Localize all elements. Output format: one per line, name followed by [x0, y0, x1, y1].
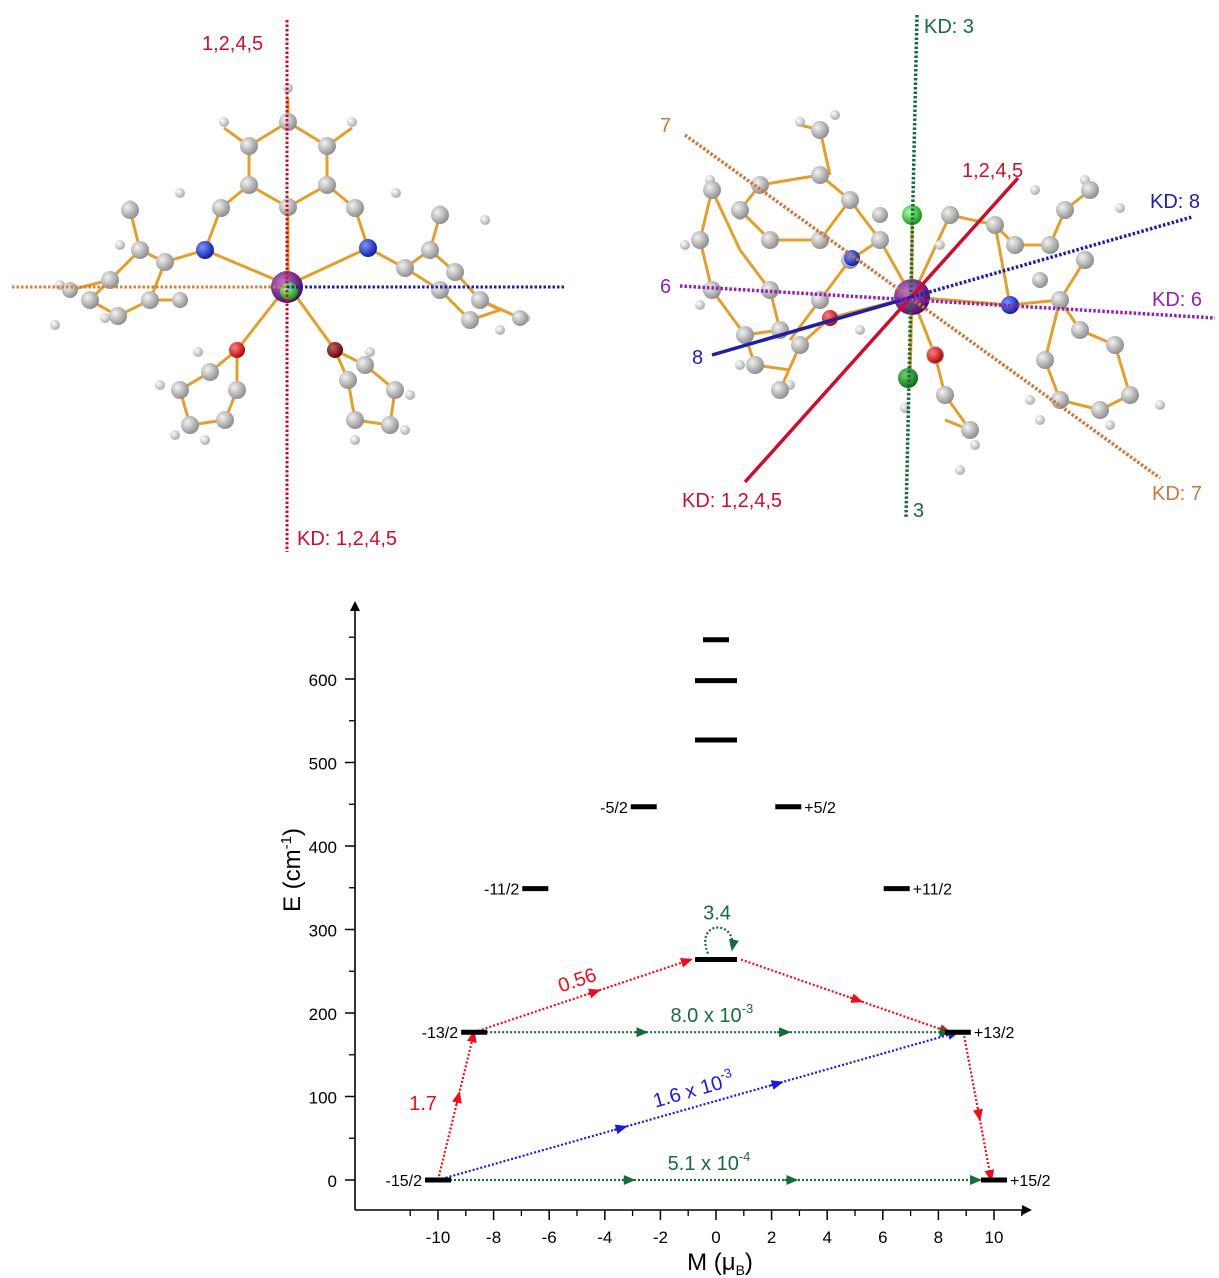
transition-loop-arrow	[704, 926, 739, 954]
transition-midarrow	[587, 988, 601, 999]
transition-label: 5.1 x 10-4	[668, 1149, 751, 1175]
left-oxygen-atom	[327, 342, 343, 358]
right-label-kd6-start: 6	[660, 276, 671, 298]
left-molecule-structure	[50, 83, 530, 445]
transition-arrow	[962, 1032, 995, 1182]
transition-labels: 1.70.568.0 x 10-31.6 x 10-35.1 x 10-43.4	[409, 903, 753, 1175]
x-tick-label: -2	[653, 1228, 668, 1247]
left-label-top: 1,2,4,5	[202, 33, 263, 55]
transition-midarrow	[769, 1080, 784, 1090]
transition-midarrow	[849, 993, 864, 1003]
x-tick-label: 0	[711, 1228, 720, 1247]
right-anisotropy-axes	[679, 14, 1216, 519]
transition-label-exponent: -4	[739, 1149, 751, 1164]
transition-label: 1.7	[409, 1093, 437, 1115]
energy-level-label: -11/2	[484, 882, 519, 899]
left-nitrogen-atom	[359, 239, 377, 257]
y-tick-label: 0	[328, 1172, 337, 1191]
right-label-kd7-start: 7	[660, 115, 671, 137]
x-ticks: -10 -8 -6 -4 -2 0 2 4 6 8 10	[409, 1210, 1023, 1247]
transition-midarrow	[452, 1090, 462, 1105]
right-axis-kd7	[683, 133, 1162, 480]
y-tick-label: 400	[309, 838, 337, 857]
x-tick-label: -8	[486, 1228, 501, 1247]
right-label-kd1245-top: 1,2,4,5	[962, 160, 1023, 182]
energy-level-label: -5/2	[600, 800, 628, 817]
left-carbon-atoms	[62, 113, 528, 434]
energy-level-label: +11/2	[913, 882, 952, 899]
left-oxygen-atom	[229, 342, 245, 358]
x-tick-label: 8	[934, 1228, 943, 1247]
transition-arrow	[436, 1030, 477, 1181]
y-label-close: )	[279, 828, 306, 836]
right-oxygen-atom	[927, 347, 943, 363]
transition-midarrow	[973, 1107, 983, 1122]
y-ticks: 0 100 200 300 400 500 600	[309, 636, 355, 1191]
transition-label: 1.6 x 10-3	[650, 1065, 737, 1113]
energy-level-label: +15/2	[1010, 1173, 1051, 1190]
right-chlorine-atom	[898, 368, 918, 388]
right-axis-kd1245-red	[743, 176, 1020, 484]
transition-label-exponent: -3	[718, 1065, 733, 1083]
right-axis-kd6	[679, 284, 1216, 320]
y-tick-label: 100	[309, 1089, 337, 1108]
energy-level-label: -13/2	[422, 1025, 459, 1042]
energy-level-chart: 0 100 200 300 400 500 600 -10 -8 -6 -4 -2 0 2 4 6 8 10 -…	[278, 601, 1051, 1278]
x-tick-label: -6	[542, 1228, 557, 1247]
y-tick-label: 300	[309, 922, 337, 941]
x-label-subscript: B	[736, 1262, 745, 1278]
transitions	[436, 926, 995, 1185]
right-nitrogen-atom	[844, 250, 860, 266]
x-tick-label: -10	[426, 1228, 451, 1247]
right-hydrogen-atoms	[680, 110, 1165, 475]
right-label-kd1245-bottom: KD: 1,2,4,5	[682, 490, 782, 512]
y-tick-label: 600	[309, 671, 337, 690]
left-nitrogen-atom	[196, 241, 214, 259]
y-tick-label: 500	[309, 755, 337, 774]
right-label-kd3-top: KD: 3	[924, 16, 974, 38]
right-label-kd7-end: KD: 7	[1152, 483, 1202, 505]
y-label-superscript: -1	[278, 836, 295, 849]
transition-midarrow	[613, 1124, 628, 1135]
transition-label-exponent: -3	[742, 1001, 754, 1016]
left-anisotropy-axes	[12, 20, 565, 552]
x-tick-label: 4	[822, 1228, 831, 1247]
x-tick-label: 10	[985, 1228, 1004, 1247]
right-axis-kd8-blue-dotted	[911, 215, 1193, 299]
left-bonds	[69, 98, 521, 427]
left-chlorine-atom	[280, 282, 298, 300]
right-axis-kd3	[904, 14, 919, 519]
transition-label: 3.4	[703, 903, 731, 925]
energy-level-label: +13/2	[974, 1025, 1015, 1042]
right-axis-kd8-blue	[711, 295, 913, 357]
right-label-kd3-bottom: 3	[913, 500, 924, 522]
y-tick-label: 200	[309, 1005, 337, 1024]
x-axis-label: M (μB)	[687, 1249, 753, 1278]
transition-label: 8.0 x 10-3	[670, 1001, 753, 1027]
right-label-kd8-start: 8	[692, 347, 703, 369]
x-tick-label: 6	[878, 1228, 887, 1247]
x-tick-label: -4	[597, 1228, 612, 1247]
left-label-bottom: KD: 1,2,4,5	[297, 528, 397, 550]
y-axis-label: E (cm-1)	[278, 828, 306, 912]
energy-level-label: +5/2	[804, 800, 836, 817]
energy-levels: -15/2 +15/2 -13/2 +13/2 -11/2 +11/2 -5/2 +5/2	[386, 637, 1051, 1190]
x-label-close: )	[745, 1249, 753, 1276]
right-label-kd6-end: KD: 6	[1152, 289, 1202, 311]
transition-arrow	[740, 958, 952, 1034]
energy-level-label: -15/2	[386, 1173, 423, 1190]
right-label-kd8-end: KD: 8	[1150, 191, 1200, 213]
x-tick-label: 2	[767, 1228, 776, 1247]
